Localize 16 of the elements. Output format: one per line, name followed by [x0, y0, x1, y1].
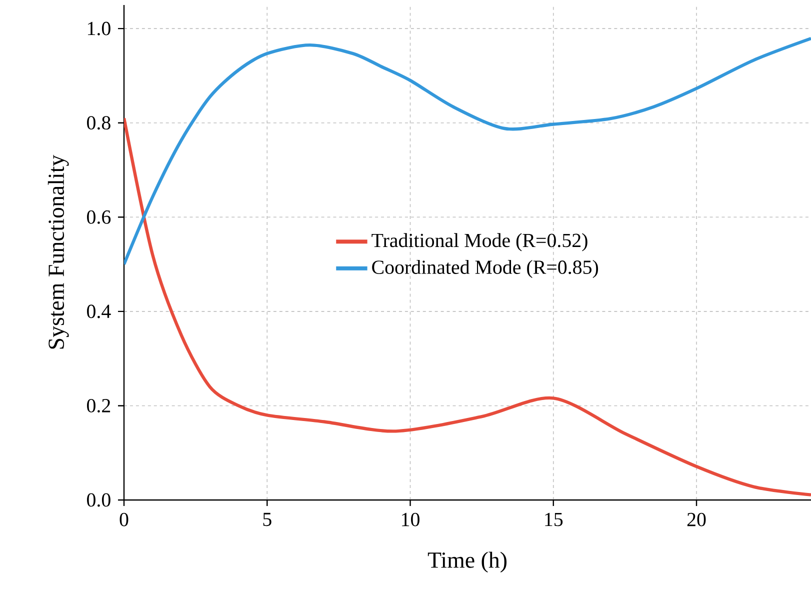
y-tick-label: 0.0 [87, 493, 110, 507]
legend-label: Coordinated Mode (R=0.85) [372, 260, 598, 278]
y-tick-label: 0.6 [87, 210, 111, 224]
legend-label: Traditional Mode (R=0.52) [372, 233, 588, 252]
x-axis-title: Time (h) [428, 552, 506, 573]
x-tick-label: 10 [402, 512, 420, 526]
y-tick-label: 0.8 [87, 116, 110, 130]
x-tick-label: 15 [545, 512, 563, 526]
x-tick-label: 20 [687, 512, 706, 526]
y-tick-label: 0.2 [87, 398, 110, 412]
x-tick-label: 5 [263, 512, 272, 526]
y-axis-title: System Functionality [48, 154, 69, 349]
x-tick-label: 0 [120, 512, 128, 526]
y-tick-label: 1.0 [88, 22, 110, 36]
line-series [124, 116, 811, 496]
y-tick-label: 0.4 [87, 304, 111, 318]
